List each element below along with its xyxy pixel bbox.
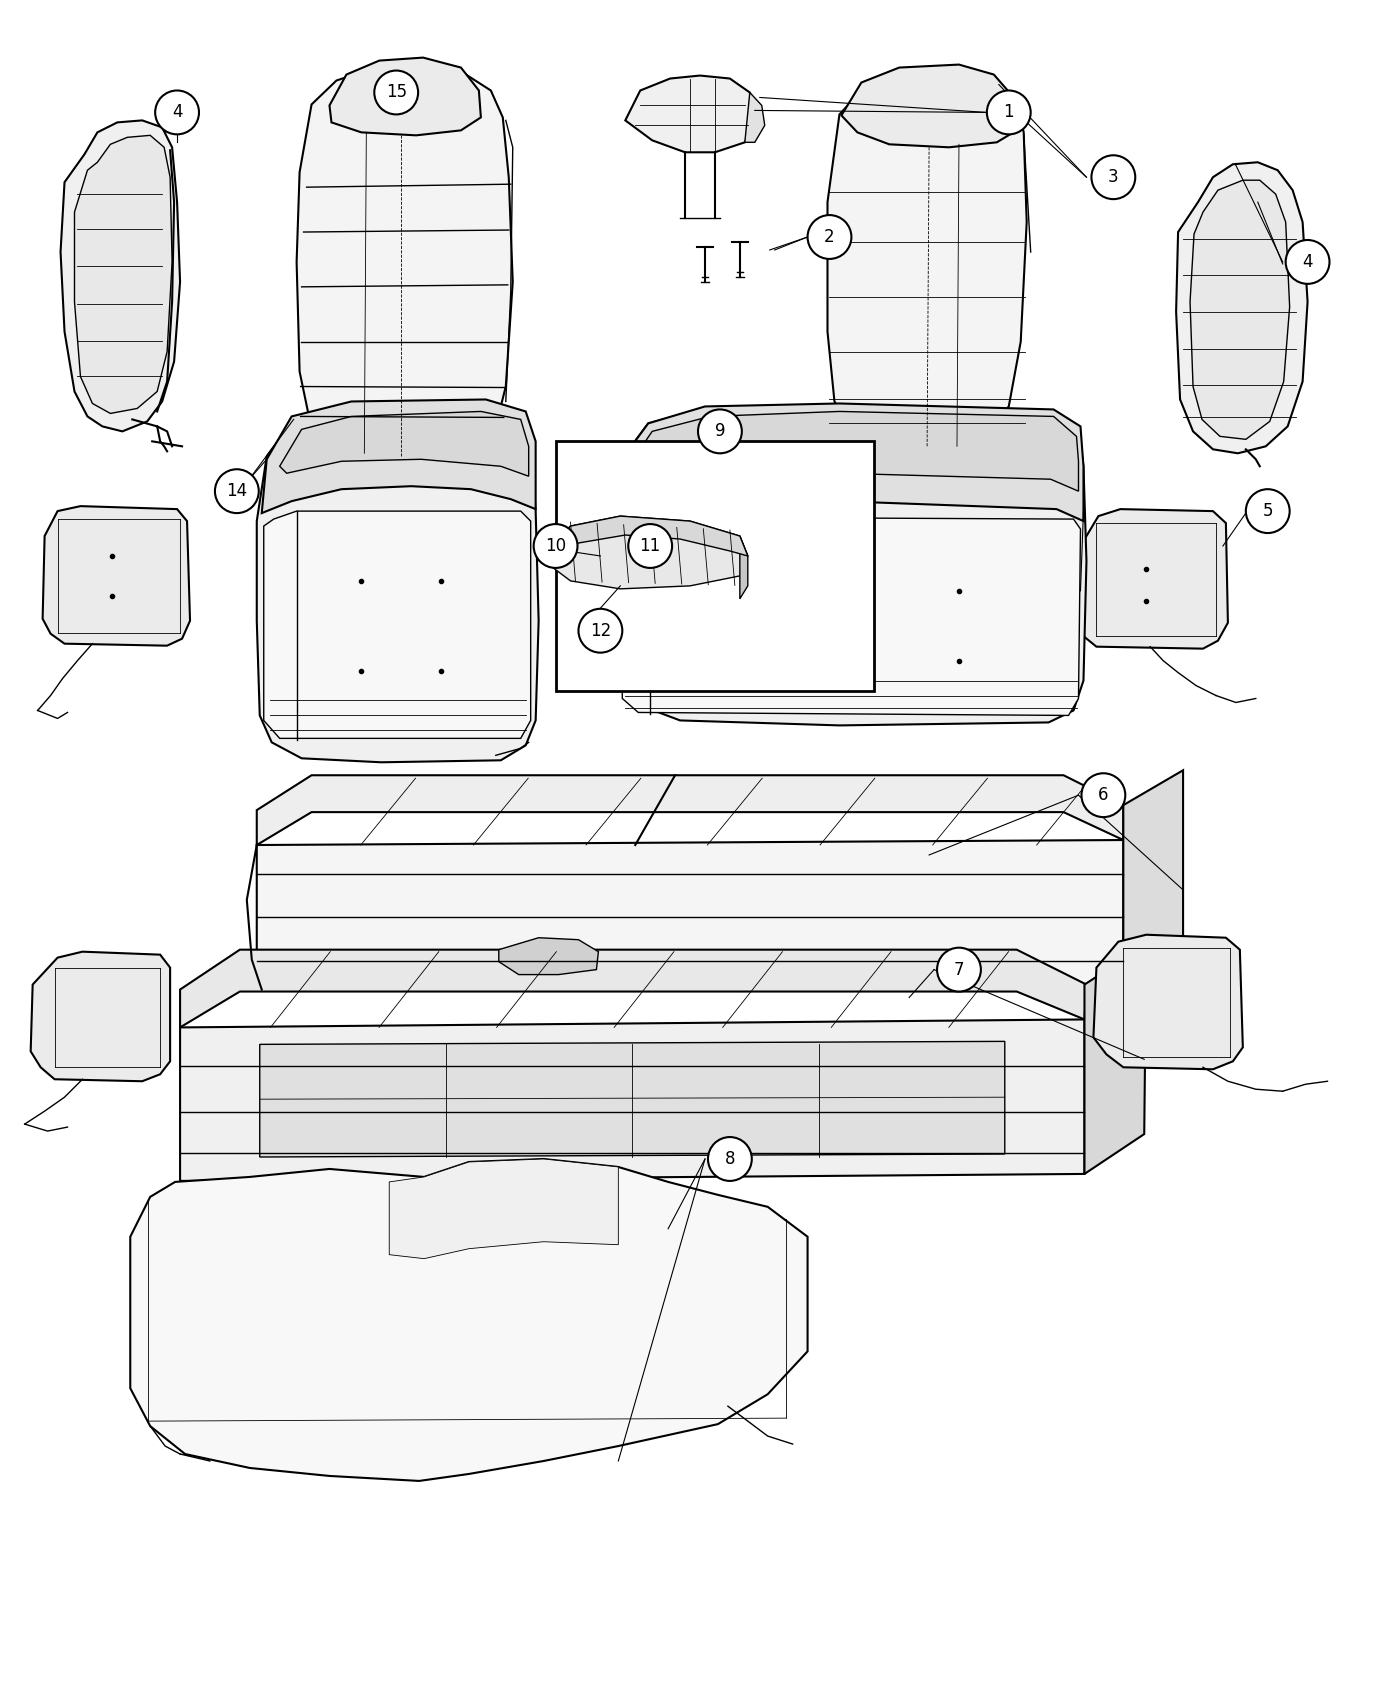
Circle shape — [1092, 155, 1135, 199]
Circle shape — [374, 71, 419, 114]
Text: 6: 6 — [1098, 785, 1109, 804]
Text: 8: 8 — [725, 1149, 735, 1168]
Text: 12: 12 — [589, 622, 610, 639]
Polygon shape — [260, 1042, 1005, 1158]
Polygon shape — [256, 403, 539, 762]
Polygon shape — [498, 938, 598, 974]
Text: 1: 1 — [1004, 104, 1014, 121]
Polygon shape — [263, 512, 531, 738]
Polygon shape — [181, 950, 1086, 1027]
Polygon shape — [619, 406, 1086, 726]
Circle shape — [216, 469, 259, 513]
Text: 15: 15 — [385, 83, 407, 102]
Text: 5: 5 — [1263, 502, 1273, 520]
Polygon shape — [1085, 945, 1147, 1175]
Circle shape — [1285, 240, 1330, 284]
Polygon shape — [1190, 180, 1289, 439]
Polygon shape — [1078, 508, 1228, 649]
Circle shape — [937, 947, 981, 991]
Polygon shape — [297, 68, 512, 456]
Circle shape — [578, 609, 623, 653]
Polygon shape — [620, 517, 1081, 716]
Polygon shape — [550, 517, 748, 588]
Polygon shape — [827, 75, 1026, 447]
Text: 11: 11 — [640, 537, 661, 554]
Circle shape — [533, 524, 577, 568]
Polygon shape — [626, 75, 755, 153]
Text: 10: 10 — [545, 537, 566, 554]
Text: 14: 14 — [227, 483, 248, 500]
Polygon shape — [262, 400, 536, 513]
Polygon shape — [389, 1159, 619, 1258]
Text: 9: 9 — [714, 422, 725, 440]
Polygon shape — [619, 403, 1084, 522]
Polygon shape — [42, 507, 190, 646]
Polygon shape — [280, 411, 529, 476]
Polygon shape — [745, 92, 764, 143]
Circle shape — [987, 90, 1030, 134]
Text: 7: 7 — [953, 960, 965, 979]
Polygon shape — [31, 952, 171, 1081]
Polygon shape — [256, 840, 1123, 989]
Polygon shape — [739, 536, 748, 598]
Polygon shape — [1093, 935, 1243, 1069]
Circle shape — [699, 410, 742, 454]
Circle shape — [1081, 774, 1126, 818]
Polygon shape — [60, 121, 181, 432]
Circle shape — [1246, 490, 1289, 534]
Polygon shape — [130, 1159, 808, 1481]
Bar — [556, 442, 875, 690]
Circle shape — [808, 216, 851, 258]
Polygon shape — [550, 517, 748, 556]
Polygon shape — [297, 420, 512, 459]
Text: 3: 3 — [1107, 168, 1119, 187]
Polygon shape — [1123, 770, 1183, 984]
Polygon shape — [1176, 162, 1308, 454]
Polygon shape — [629, 411, 1078, 491]
Polygon shape — [841, 65, 1016, 148]
Text: 4: 4 — [1302, 253, 1313, 270]
Polygon shape — [74, 136, 172, 413]
Circle shape — [629, 524, 672, 568]
Polygon shape — [329, 58, 480, 136]
Polygon shape — [181, 1020, 1085, 1182]
Circle shape — [155, 90, 199, 134]
Text: 2: 2 — [825, 228, 834, 246]
Polygon shape — [256, 775, 1123, 845]
Circle shape — [708, 1137, 752, 1181]
Text: 4: 4 — [172, 104, 182, 121]
